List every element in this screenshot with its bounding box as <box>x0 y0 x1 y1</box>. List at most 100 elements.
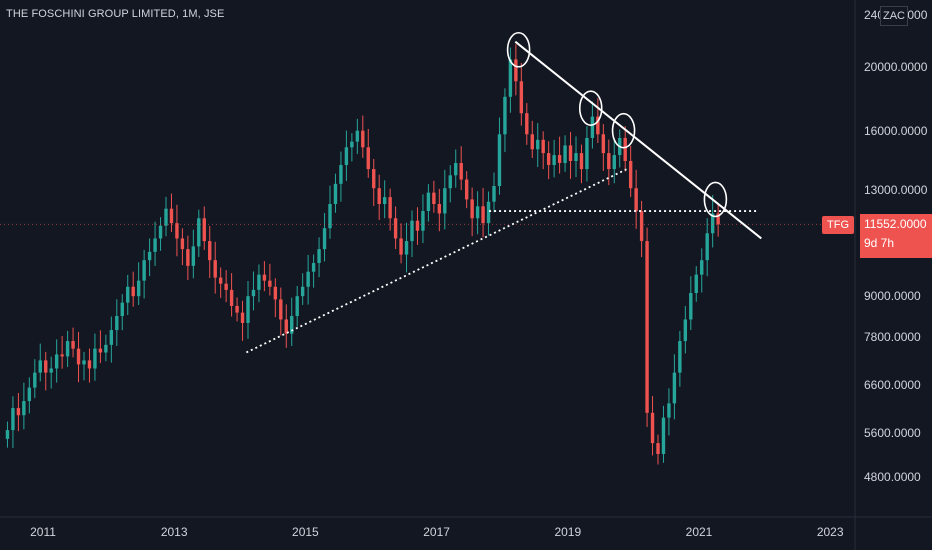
candle-body <box>678 341 682 373</box>
time-tick-label: 2013 <box>160 525 188 539</box>
candle-body <box>38 360 42 373</box>
candle-body <box>251 289 256 297</box>
candle-body <box>268 280 272 287</box>
candle-body <box>317 249 321 264</box>
candle-body <box>60 354 64 357</box>
candle-body <box>350 141 354 148</box>
highlight-circle[interactable] <box>703 181 728 218</box>
highlight-circle[interactable] <box>578 90 603 127</box>
annotations-group <box>245 31 762 354</box>
candle-body <box>432 192 436 205</box>
candle-body <box>694 274 698 294</box>
candle-body <box>448 175 452 189</box>
last-price-label: 11552.0000 9d 7h <box>860 214 932 258</box>
candle-body <box>404 241 409 255</box>
price-tick-label: 20000.0000 <box>864 59 928 74</box>
candle-body <box>525 113 529 135</box>
candle-body <box>628 160 633 189</box>
time-tick-label: 2021 <box>685 525 713 539</box>
candle-body <box>563 145 567 163</box>
candle-body <box>11 408 15 431</box>
candle-body <box>492 186 496 202</box>
candle-body <box>175 223 179 239</box>
candle-body <box>311 263 316 272</box>
candle-body <box>683 319 688 342</box>
candle-body <box>76 348 81 365</box>
candle-body <box>716 213 720 225</box>
price-tick-label: 13000.0000 <box>864 183 928 198</box>
candle-body <box>109 330 114 345</box>
candle-body <box>339 165 343 184</box>
candle-body <box>273 286 278 300</box>
currency-button[interactable]: ZAC <box>880 6 908 26</box>
time-tick-label: 2019 <box>554 525 582 539</box>
highlight-circle[interactable] <box>611 112 636 149</box>
price-tick-label: 5600.0000 <box>864 425 921 440</box>
candle-body <box>169 208 174 224</box>
candle-body <box>257 274 261 290</box>
candle-body <box>377 188 381 205</box>
candle-body <box>388 197 392 219</box>
candle-body <box>661 417 666 454</box>
candle-body <box>650 412 655 444</box>
candle-body <box>87 360 92 369</box>
time-tick-label: 2011 <box>30 525 56 539</box>
candle-body <box>224 283 228 290</box>
candle-body <box>16 408 21 416</box>
candle-body <box>235 305 239 313</box>
chart-title: THE FOSCHINI GROUP LIMITED, 1M, JSE <box>6 8 225 20</box>
candle-body <box>557 155 562 163</box>
candle-body <box>590 116 595 138</box>
candle-body <box>393 218 398 239</box>
candle-body <box>186 249 190 266</box>
candle-body <box>497 134 502 187</box>
candle-body <box>710 213 715 234</box>
candle-body <box>136 280 141 297</box>
candle-body <box>213 260 217 278</box>
highlight-circle[interactable] <box>506 31 531 68</box>
candle-body <box>246 296 250 323</box>
candle-body <box>262 274 267 281</box>
candle-body <box>344 147 349 166</box>
candle-body <box>623 137 627 161</box>
candle-body <box>382 197 387 205</box>
candle-body <box>536 139 540 150</box>
candle-body <box>104 344 108 353</box>
candle-body <box>218 277 223 284</box>
candle-body <box>667 403 671 418</box>
candle-body <box>82 360 86 365</box>
price-tick-label: 16000.0000 <box>864 123 928 138</box>
candle-body <box>33 372 37 388</box>
candle-body <box>410 220 414 242</box>
candle-body <box>65 341 70 357</box>
candle-body <box>22 401 26 416</box>
candle-body <box>333 183 338 205</box>
candle-body <box>639 211 644 242</box>
candle-body <box>54 354 59 369</box>
resistance-trendline[interactable] <box>514 40 762 240</box>
candle-body <box>295 296 299 317</box>
candle-body <box>672 372 677 404</box>
candle-body <box>366 147 370 170</box>
candle-body <box>508 59 513 97</box>
candle-body <box>290 316 294 334</box>
candle-body <box>120 302 124 317</box>
candle-body <box>164 208 168 226</box>
candle-body <box>300 286 305 297</box>
candle-body <box>279 299 283 320</box>
candle-body <box>705 233 709 261</box>
candle-body <box>426 192 431 212</box>
candle-body <box>552 155 556 166</box>
candle-body <box>443 188 447 214</box>
candle-body <box>98 348 103 353</box>
candle-body <box>530 134 534 150</box>
candle-body <box>229 289 234 306</box>
support-trendline[interactable] <box>245 168 628 354</box>
candle-body <box>71 341 75 349</box>
candle-body <box>372 169 376 189</box>
candle-body <box>115 316 119 331</box>
candle-body <box>481 206 485 224</box>
last-price-value: 11552.0000 <box>864 217 927 231</box>
candle-body <box>355 130 360 142</box>
